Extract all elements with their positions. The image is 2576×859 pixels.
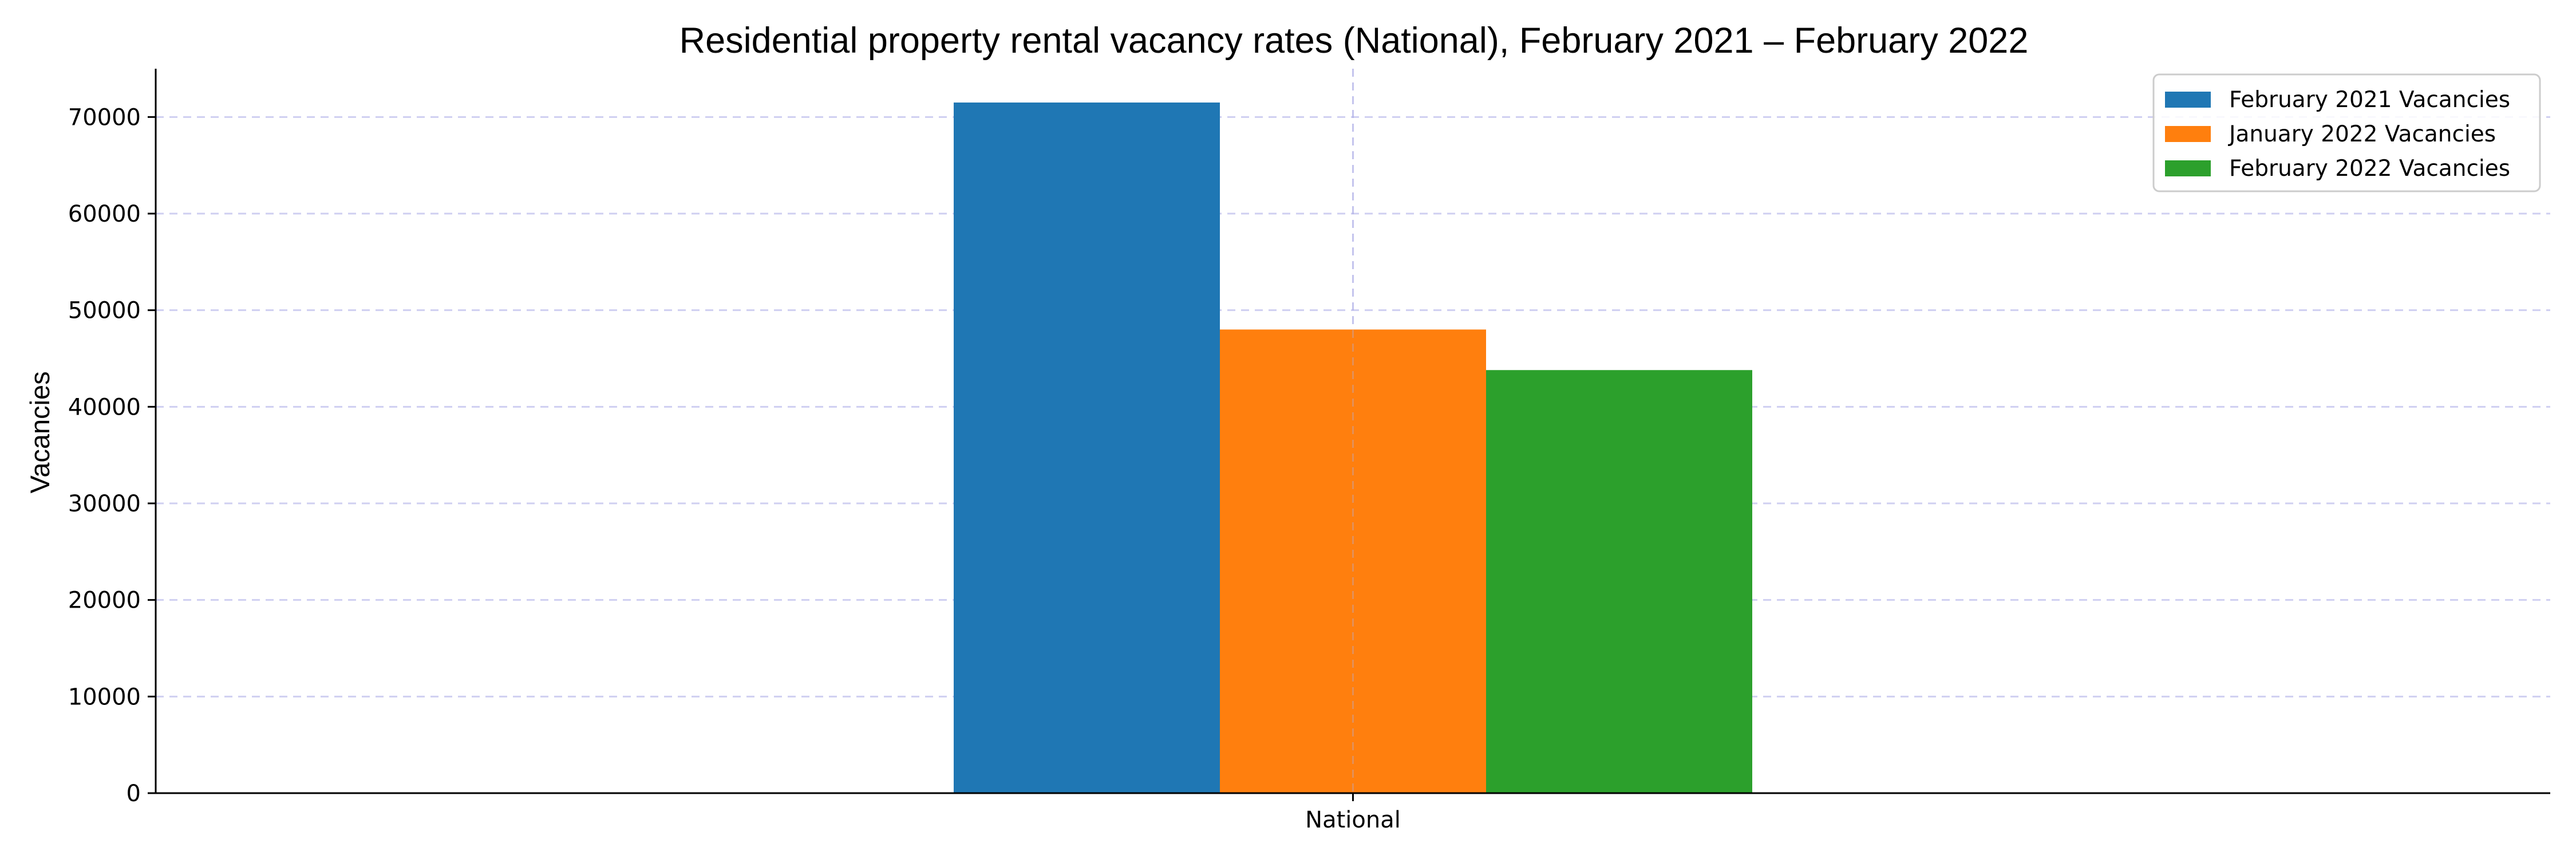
y-tick-label: 70000 [68, 104, 141, 131]
bar-february-2021-vacancies [954, 103, 1220, 794]
bars [954, 69, 1752, 794]
y-axis-label: Vacancies [25, 371, 55, 493]
legend-box [2152, 73, 2541, 192]
y-tick-label: 50000 [68, 298, 141, 324]
y-tick-label: 60000 [68, 201, 141, 227]
y-tick-label: 20000 [68, 588, 141, 614]
y-tick-label: 0 [127, 781, 141, 807]
bar-january-2022-vacancies [1220, 329, 1486, 793]
x-tick-label: National [1305, 807, 1401, 833]
legend-label: February 2022 Vacancies [2229, 156, 2510, 182]
legend-label: January 2022 Vacancies [2227, 121, 2496, 147]
bar-february-2022-vacancies [1486, 370, 1752, 793]
y-tick-label: 10000 [68, 684, 141, 710]
axes: 0 10000 20000 30000 40000 50000 60000 70000 Nati… [68, 69, 2550, 833]
legend: February 2021 Vacancies January 2022 Vaca… [2152, 73, 2541, 192]
chart-title: Residential property rental vacancy rate… [679, 21, 2029, 61]
legend-swatch [2165, 126, 2211, 142]
legend-swatch [2165, 160, 2211, 176]
legend-swatch [2165, 92, 2211, 108]
y-tick-label: 40000 [68, 394, 141, 420]
legend-label: February 2021 Vacancies [2229, 87, 2510, 113]
y-tick-label: 30000 [68, 491, 141, 517]
